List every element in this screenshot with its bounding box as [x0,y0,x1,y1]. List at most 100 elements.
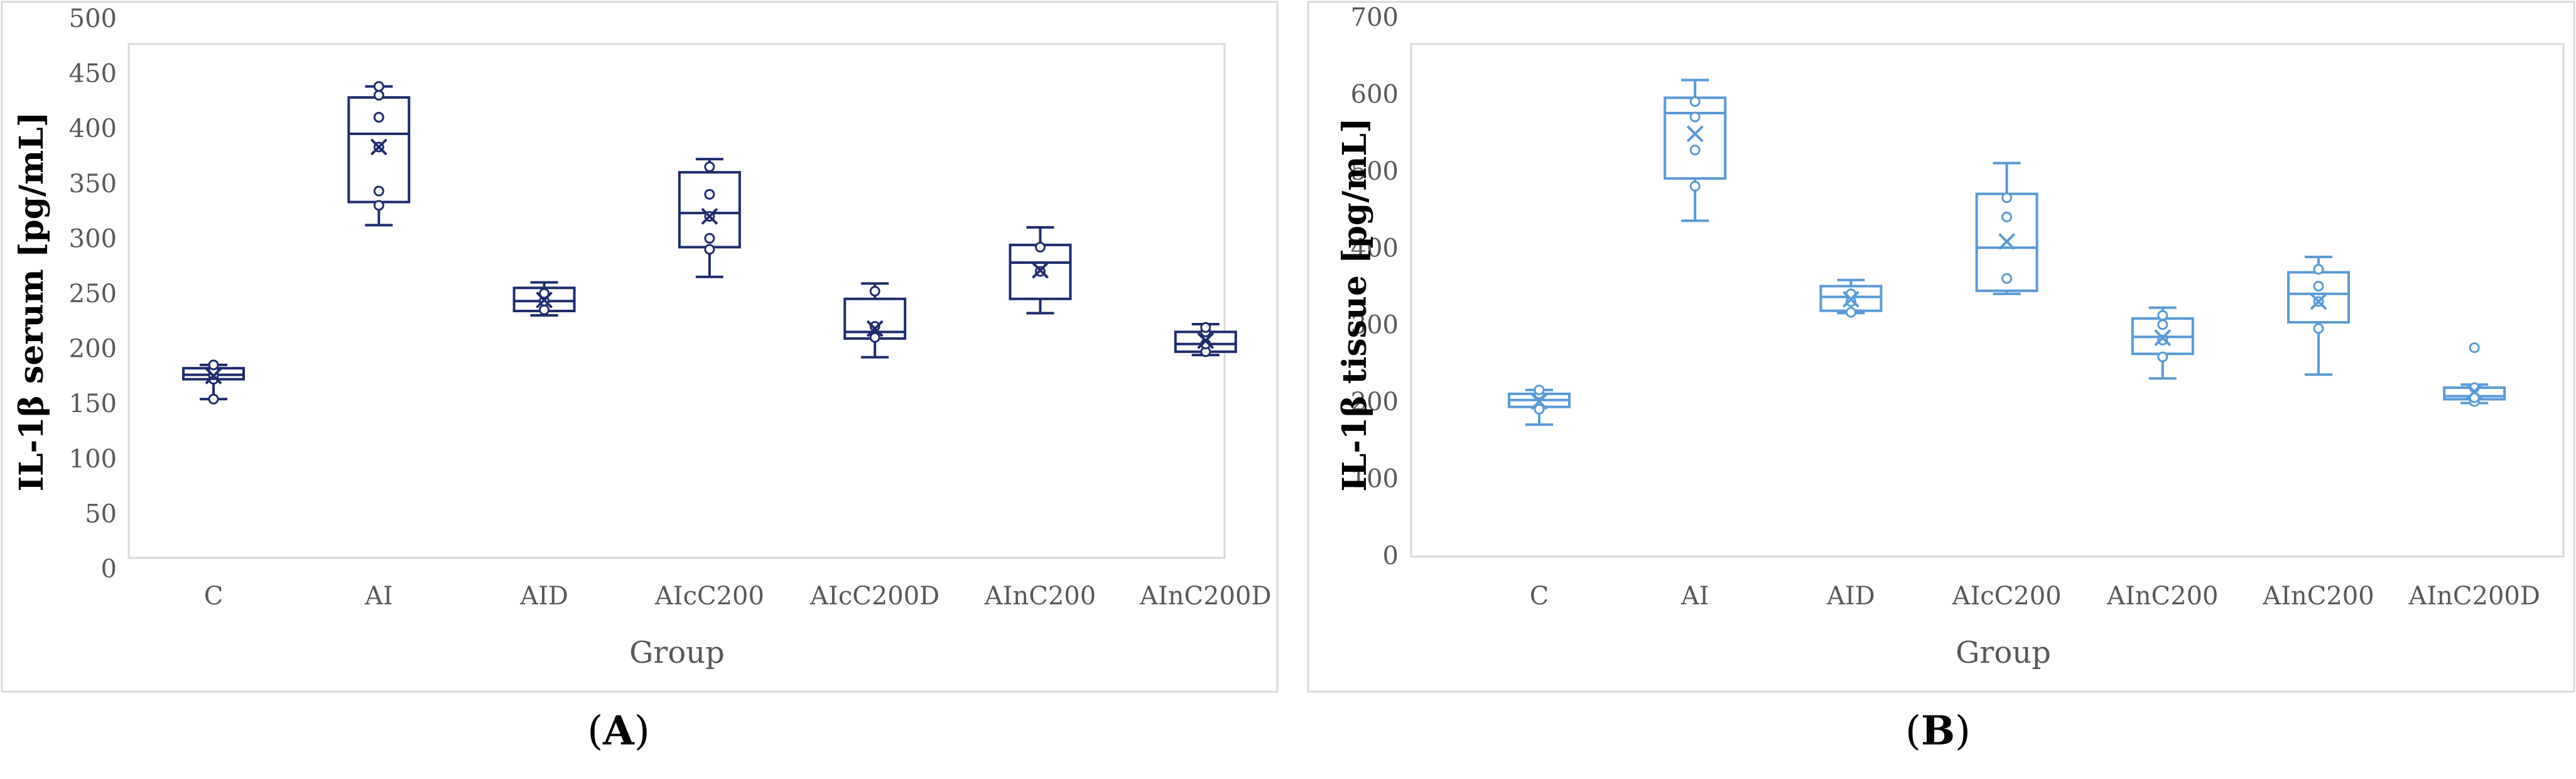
data-point [704,188,715,200]
panel-a-xtick-label: AID [519,582,568,611]
data-point [869,285,880,297]
panel-b-label: (B) [1905,707,1971,754]
data-point [2001,192,2013,204]
mean-marker [866,320,884,337]
mean-marker [370,138,387,156]
data-point [1689,144,1701,156]
data-point [373,81,384,92]
panel-a-ytick-label: 300 [69,224,117,253]
data-point [1689,96,1701,107]
panel-b-xlabel: Group [1956,635,2051,670]
panel-b-frame [1307,1,2575,693]
data-point [2001,211,2013,222]
panel-a-frame [1,1,1279,693]
panel-b-box-group [2131,306,2194,380]
mean-marker [701,207,718,225]
panel-a-boxes [182,81,1237,405]
panel-b-xtick-label: AIcC200 [1952,582,2062,611]
mean-marker [2465,383,2483,400]
data-point [1689,111,1701,123]
panel-b-letter: B [1921,707,1955,754]
panel-b-box-group [1508,384,1571,426]
panel-b-xtick-label: AInC200D [2408,582,2540,611]
mean-marker [1842,290,1859,308]
mean-marker [205,367,222,384]
data-point [869,321,880,332]
panel-a-ytick-label: 50 [85,499,117,528]
panel-b-box-group [2287,255,2350,376]
panel-a-ytick-label: 250 [69,280,117,308]
panel-a-xtick-label: C [204,582,224,611]
panel-b-y-ticks: 0 100 200 300 400 500 600 700 [1351,3,1399,570]
data-point [2313,281,2324,291]
data-point [2469,342,2480,353]
panel-a-box-group [512,281,576,317]
panel-a-x-ticks: C AI AID AIcC200 AIcC200D AInC200 AInC200D [204,582,1272,611]
panel-a-y-ticks: 0 50 100 150 200 250 300 350 400 450 500 [69,4,117,584]
data-point [869,332,880,343]
panel-a-box-group [1174,322,1237,357]
data-point [373,112,384,123]
panel-b-boxes [1508,79,2506,426]
panel-a-ytick-label: 200 [69,335,117,364]
panel-b-ytick-label: 400 [1351,234,1399,263]
panel-a-box-group [678,158,741,278]
mean-marker [1032,261,1049,279]
panel-b-plot-area [1410,43,2565,558]
panel-a-xtick-label: AIcC200 [654,582,764,611]
panel-a-xtick-label: AI [364,582,393,611]
data-point [1845,307,1856,318]
data-point [2313,264,2324,275]
panel-b-box-group [1664,79,1727,222]
mean-marker [1530,393,1548,410]
panel-b-ytick-label: 0 [1383,542,1399,570]
panel-a-ytick-label: 350 [69,170,117,199]
mean-marker [1197,332,1215,349]
panel-b-box-group [2443,342,2506,407]
panel-a-ytick-label: 0 [101,555,117,584]
data-point [2157,310,2168,321]
mean-marker [2154,329,2172,346]
data-point [2157,351,2168,362]
panel-a-ytick-label: 450 [69,60,117,89]
data-point [539,288,550,299]
panel-a-ytick-label: 100 [69,445,117,474]
data-point [208,359,219,371]
panel-a-label: (A) [587,707,650,754]
panel-a-xlabel: Group [629,635,725,670]
mean-marker [536,291,553,308]
panel-a-box-group [347,81,411,227]
panel-b-xtick-label: AID [1826,582,1875,611]
panel-a-ytick-label: 150 [69,389,117,418]
panel-a-ytick-label: 500 [69,4,117,33]
panel-a-ylabel: IL-1β serum [pg/mL] [13,112,51,491]
data-point [704,161,715,173]
data-point [1689,180,1701,192]
data-point [1200,322,1211,333]
panel-a-xtick-label: AInC200D [1139,582,1271,611]
data-point [2313,323,2324,334]
panel-b-xtick-label: AInC200 [2262,582,2374,611]
panel-a-box-group [843,282,907,359]
data-point [2157,334,2168,346]
panel-b-ytick-label: 300 [1351,311,1399,340]
panel-b-ylabel: IL-1β tissue [pg/mL] [1336,117,1374,491]
data-point [1534,384,1545,396]
panel-a-xtick-label: AInC200 [984,582,1096,611]
data-point [2001,273,2013,284]
data-point [1035,241,1046,253]
data-point [208,393,219,405]
panel-b-ytick-label: 100 [1351,465,1399,494]
panel-b-x-ticks: C AI AID AIcC200 AInC200 AInC200 AInC200D [1530,582,2540,611]
data-point [373,185,384,197]
panel-b-ytick-label: 700 [1351,3,1399,32]
data-point [373,90,384,101]
panel-a-letter: A [602,707,635,754]
panel-a-box-group [182,359,245,405]
data-point [1534,403,1545,415]
panel-b-xtick-label: AI [1680,582,1709,611]
panel-b-xtick-label: AInC200 [2106,582,2218,611]
panel-b-ytick-label: 200 [1351,388,1399,417]
data-point [704,232,715,244]
